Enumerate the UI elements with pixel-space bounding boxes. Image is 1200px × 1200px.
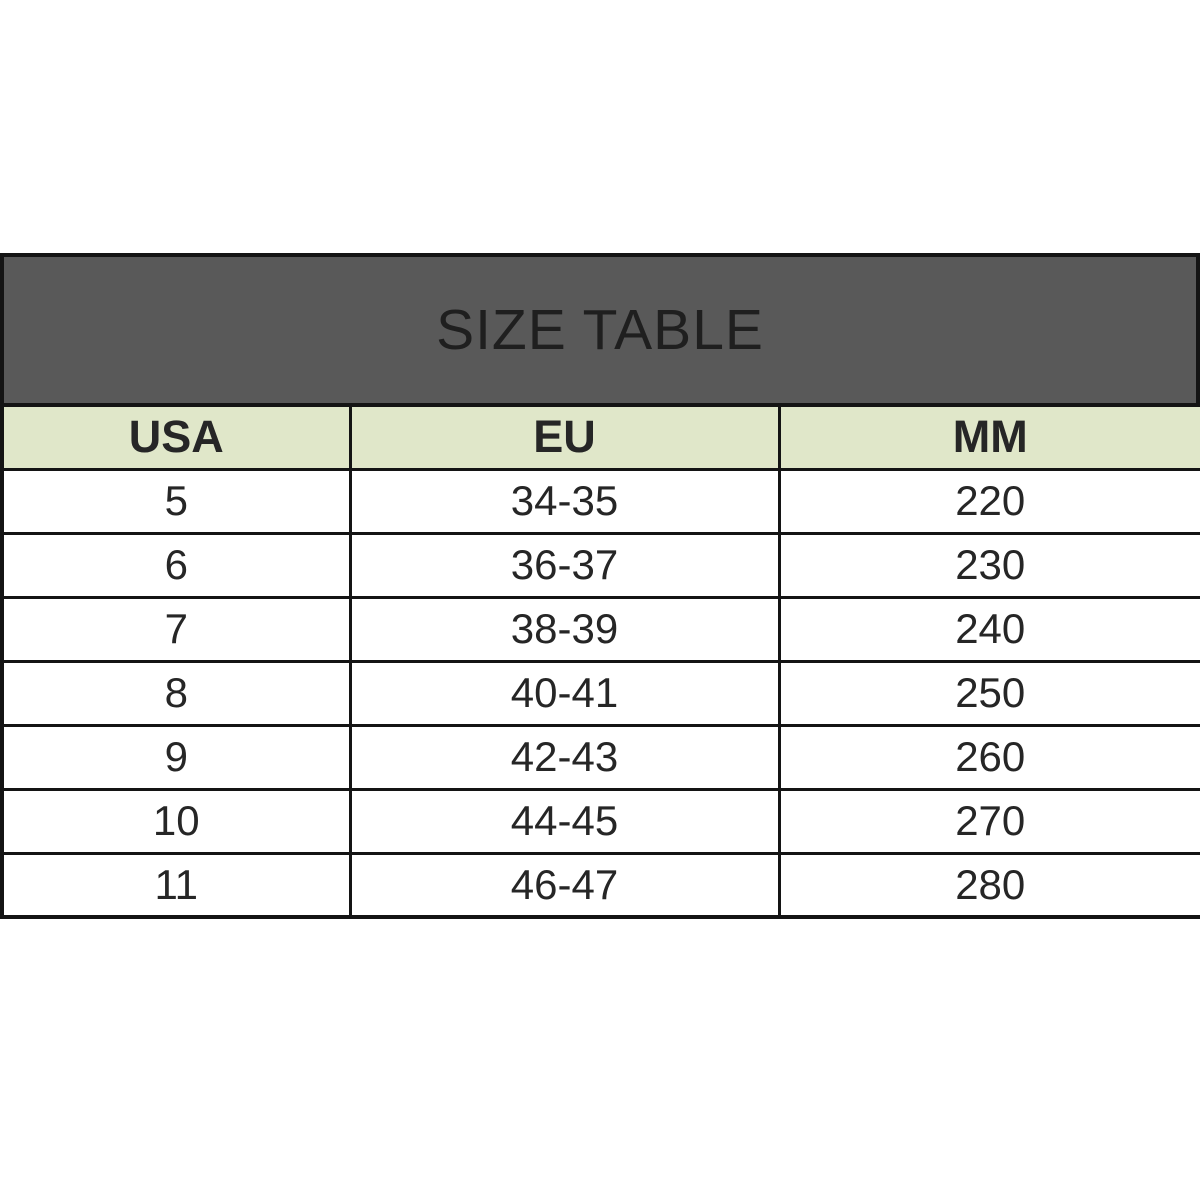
cell-usa: 10 <box>0 787 352 855</box>
cell-eu: 42-43 <box>348 723 781 791</box>
cell-mm: 220 <box>777 467 1200 535</box>
size-table: USA EU MM 5 34-35 220 6 36-37 230 7 38-3… <box>0 403 1200 919</box>
cell-usa: 8 <box>0 659 352 727</box>
cell-usa: 5 <box>0 467 352 535</box>
column-header-usa: USA <box>0 403 352 471</box>
size-table-banner: SIZE TABLE <box>0 253 1200 403</box>
cell-eu: 40-41 <box>348 659 781 727</box>
table-row: 11 46-47 280 <box>0 851 1200 919</box>
table-row: 10 44-45 270 <box>0 787 1200 855</box>
header-row: USA EU MM <box>0 403 1200 471</box>
size-table-header: USA EU MM <box>0 403 1200 471</box>
cell-usa: 7 <box>0 595 352 663</box>
size-table-body: 5 34-35 220 6 36-37 230 7 38-39 240 8 40… <box>0 467 1200 919</box>
cell-eu: 46-47 <box>348 851 781 919</box>
table-row: 9 42-43 260 <box>0 723 1200 791</box>
cell-mm: 250 <box>777 659 1200 727</box>
cell-usa: 11 <box>0 851 352 919</box>
cell-mm: 280 <box>777 851 1200 919</box>
cell-eu: 38-39 <box>348 595 781 663</box>
page-title: SIZE TABLE <box>436 298 764 362</box>
cell-eu: 36-37 <box>348 531 781 599</box>
size-chart-sheet: SIZE TABLE USA EU MM 5 34-35 220 6 36-37… <box>0 253 1200 919</box>
column-header-mm: MM <box>777 403 1200 471</box>
cell-mm: 270 <box>777 787 1200 855</box>
column-header-eu: EU <box>348 403 781 471</box>
cell-eu: 34-35 <box>348 467 781 535</box>
cell-mm: 240 <box>777 595 1200 663</box>
cell-mm: 260 <box>777 723 1200 791</box>
cell-usa: 6 <box>0 531 352 599</box>
table-row: 6 36-37 230 <box>0 531 1200 599</box>
table-row: 7 38-39 240 <box>0 595 1200 663</box>
cell-mm: 230 <box>777 531 1200 599</box>
table-row: 5 34-35 220 <box>0 467 1200 535</box>
cell-usa: 9 <box>0 723 352 791</box>
cell-eu: 44-45 <box>348 787 781 855</box>
table-row: 8 40-41 250 <box>0 659 1200 727</box>
